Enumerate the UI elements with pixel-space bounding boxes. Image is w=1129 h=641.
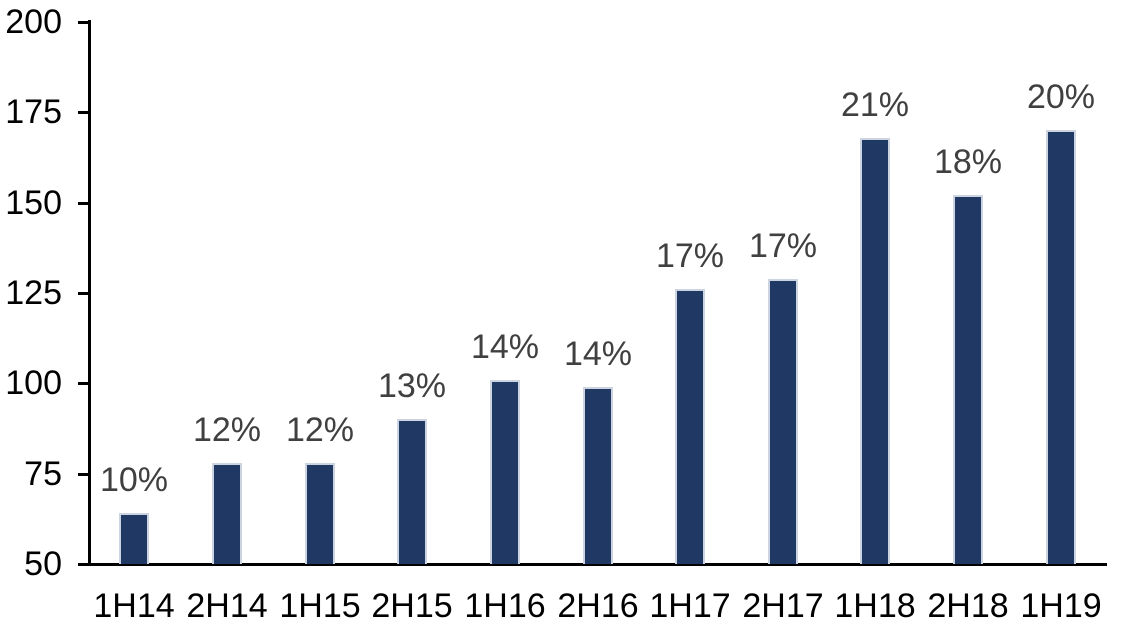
bar-data-label: 20%: [1026, 78, 1096, 116]
x-axis-tick-label: 2H16: [557, 587, 639, 625]
y-axis-tick-label: 125: [5, 274, 62, 312]
bar: [1046, 130, 1076, 564]
x-axis-tick-label: 1H18: [834, 587, 916, 625]
y-axis-tick: [78, 111, 91, 114]
y-axis-tick: [78, 202, 91, 205]
x-axis-tick-label: 2H14: [186, 587, 268, 625]
bar-data-label: 21%: [840, 86, 910, 124]
y-axis-tick-label: 50: [24, 545, 62, 583]
x-axis-tick-label: 1H17: [649, 587, 731, 625]
bar: [397, 419, 427, 564]
bar: [953, 195, 983, 564]
y-axis-tick: [78, 563, 91, 566]
bar-data-label: 13%: [377, 367, 447, 405]
bar-data-label: 17%: [748, 227, 818, 265]
x-axis-tick-label: 1H15: [279, 587, 361, 625]
bar-data-label: 18%: [933, 143, 1003, 181]
bar: [305, 463, 335, 564]
x-axis-tick-label: 1H16: [464, 587, 546, 625]
x-axis-tick-label: 2H17: [742, 587, 824, 625]
y-axis-tick-label: 75: [24, 455, 62, 493]
x-axis-tick-label: 1H14: [93, 587, 175, 625]
x-axis-line: [78, 563, 1107, 566]
y-axis-tick-label: 175: [5, 93, 62, 131]
bar-data-label: 12%: [285, 411, 355, 449]
bar: [768, 279, 798, 564]
y-axis-tick: [78, 382, 91, 385]
y-axis-tick-label: 150: [5, 184, 62, 222]
bar: [860, 138, 890, 564]
y-axis-tick: [78, 473, 91, 476]
y-axis-tick: [78, 292, 91, 295]
bar: [490, 380, 520, 564]
bar-data-label: 17%: [655, 237, 725, 275]
bar: [212, 463, 242, 564]
x-axis-tick-label: 2H15: [371, 587, 453, 625]
bar-data-label: 10%: [99, 461, 169, 499]
bar-data-label: 12%: [192, 411, 262, 449]
y-axis-tick-label: 200: [5, 3, 62, 41]
y-axis-tick: [78, 21, 91, 24]
bar: [583, 387, 613, 564]
bar: [675, 289, 705, 564]
bar-data-label: 14%: [470, 328, 540, 366]
y-axis-tick-label: 100: [5, 364, 62, 402]
bar-data-label: 14%: [563, 335, 633, 373]
x-axis-tick-label: 1H19: [1020, 587, 1102, 625]
bar: [119, 513, 149, 564]
x-axis-tick-label: 2H18: [927, 587, 1009, 625]
